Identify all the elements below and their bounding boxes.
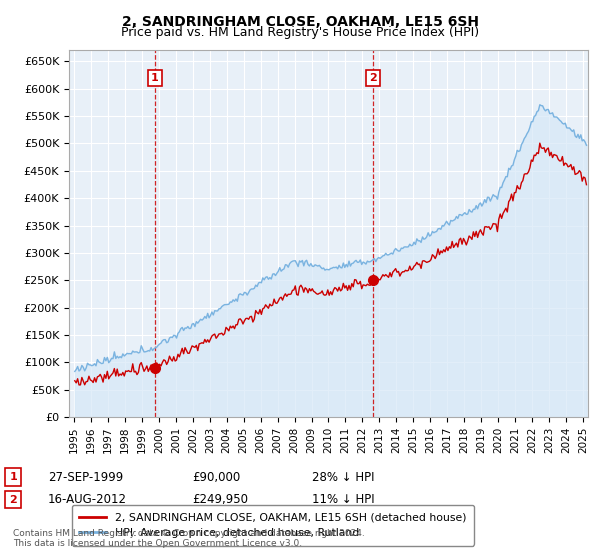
Text: £90,000: £90,000 <box>192 470 240 484</box>
Text: 2: 2 <box>10 494 17 505</box>
Text: 1: 1 <box>10 472 17 482</box>
Text: £249,950: £249,950 <box>192 493 248 506</box>
Text: 2: 2 <box>369 73 377 83</box>
Text: Contains HM Land Registry data © Crown copyright and database right 2024.
This d: Contains HM Land Registry data © Crown c… <box>13 529 365 548</box>
Text: 16-AUG-2012: 16-AUG-2012 <box>48 493 127 506</box>
Text: 2, SANDRINGHAM CLOSE, OAKHAM, LE15 6SH: 2, SANDRINGHAM CLOSE, OAKHAM, LE15 6SH <box>121 15 479 29</box>
Text: 27-SEP-1999: 27-SEP-1999 <box>48 470 123 484</box>
Text: 1: 1 <box>151 73 158 83</box>
Text: 28% ↓ HPI: 28% ↓ HPI <box>312 470 374 484</box>
Text: Price paid vs. HM Land Registry's House Price Index (HPI): Price paid vs. HM Land Registry's House … <box>121 26 479 39</box>
Text: 11% ↓ HPI: 11% ↓ HPI <box>312 493 374 506</box>
Legend: 2, SANDRINGHAM CLOSE, OAKHAM, LE15 6SH (detached house), HPI: Average price, det: 2, SANDRINGHAM CLOSE, OAKHAM, LE15 6SH (… <box>72 505 474 545</box>
